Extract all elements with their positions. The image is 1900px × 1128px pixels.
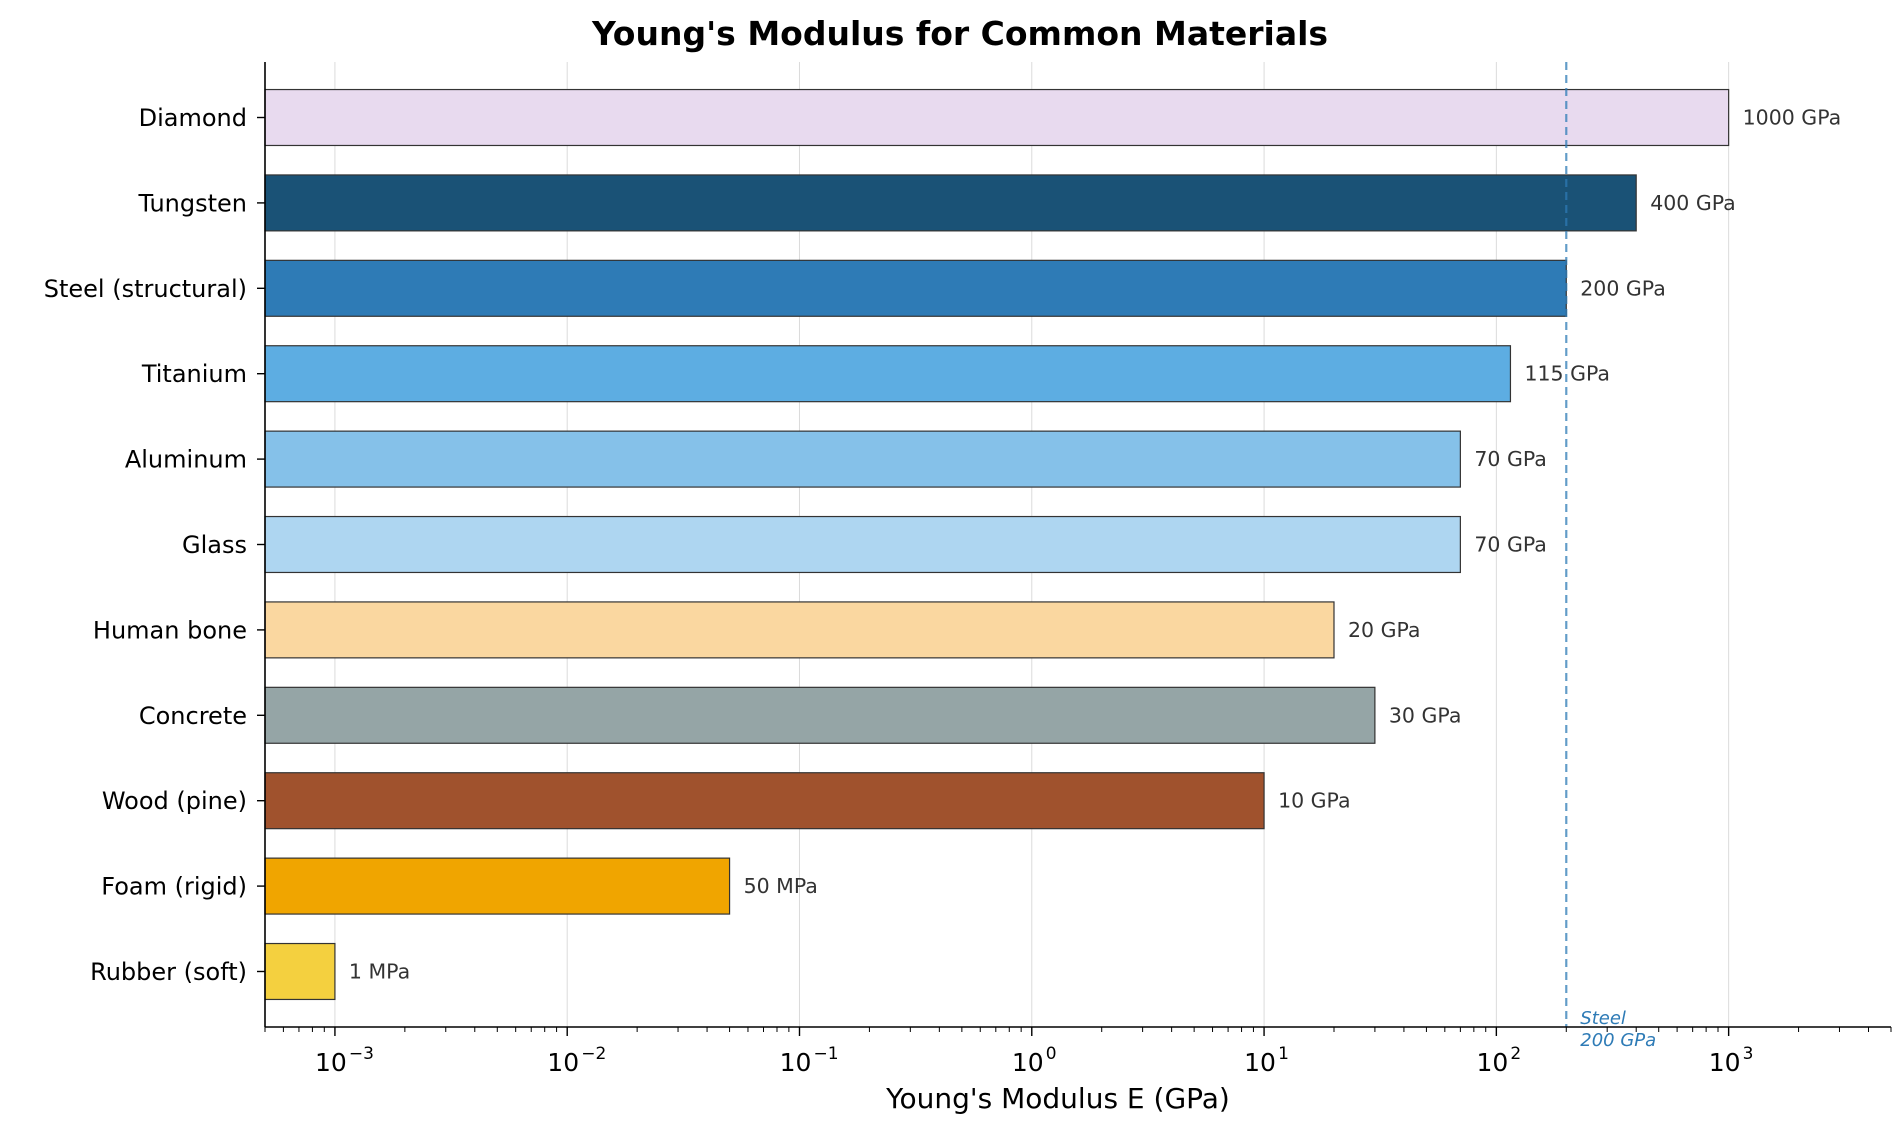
value-label-7: 30 GPa (1389, 703, 1462, 727)
chart-title: Young's Modulus for Common Materials (591, 14, 1328, 53)
value-label-6: 20 GPa (1348, 618, 1421, 642)
category-label-9: Foam (rigid) (101, 873, 247, 901)
bar-8 (264, 772, 1265, 830)
x-tick-exponent-4: 1 (1278, 1044, 1289, 1064)
bar-5 (264, 515, 1461, 574)
value-label-4: 70 GPa (1474, 447, 1547, 471)
value-label-9: 50 MPa (744, 874, 818, 898)
x-tick-label-2: 10 (780, 1048, 812, 1077)
bar-3 (264, 345, 1512, 403)
bar-4 (264, 430, 1461, 488)
x-tick-exponent-3: 0 (1046, 1044, 1057, 1064)
x-tick-label-3: 10 (1012, 1048, 1044, 1077)
category-label-6: Human bone (93, 616, 247, 644)
x-tick-exponent-6: 3 (1743, 1044, 1754, 1064)
x-tick-label-5: 10 (1476, 1048, 1508, 1077)
bar-6 (264, 601, 1335, 659)
x-tick-label-6: 10 (1709, 1048, 1741, 1077)
value-label-2: 200 GPa (1580, 276, 1666, 300)
bar-1 (264, 174, 1637, 232)
bar-7 (264, 686, 1376, 744)
category-label-1: Tungsten (137, 189, 247, 217)
x-axis-label: Young's Modulus E (GPa) (885, 1082, 1230, 1115)
x-tick-label-1: 10 (547, 1048, 579, 1077)
value-label-5: 70 GPa (1474, 533, 1547, 557)
value-label-1: 400 GPa (1650, 191, 1736, 215)
reference-label-line1: Steel (1580, 1008, 1626, 1029)
value-label-8: 10 GPa (1278, 789, 1351, 813)
x-tick-exponent-0: −3 (349, 1044, 374, 1064)
category-label-4: Aluminum (125, 446, 247, 474)
category-label-7: Concrete (139, 702, 247, 730)
category-label-3: Titanium (141, 360, 247, 388)
x-tick-label-0: 10 (315, 1048, 347, 1077)
value-label-10: 1 MPa (349, 959, 410, 983)
x-tick-exponent-5: 2 (1510, 1044, 1521, 1064)
x-tick-exponent-1: −2 (581, 1044, 606, 1064)
bar-2 (264, 259, 1567, 317)
bar-0 (264, 88, 1730, 147)
category-label-5: Glass (182, 531, 247, 559)
category-label-2: Steel (structural) (44, 275, 247, 303)
category-label-10: Rubber (soft) (90, 958, 247, 986)
x-tick-label-4: 10 (1244, 1048, 1276, 1077)
category-label-0: Diamond (139, 104, 247, 132)
bar-9 (264, 857, 731, 915)
reference-label-line2: 200 GPa (1580, 1030, 1656, 1051)
bar-10 (264, 942, 336, 1001)
value-label-0: 1000 GPa (1743, 106, 1842, 130)
category-label-8: Wood (pine) (102, 787, 247, 815)
x-tick-exponent-2: −1 (813, 1044, 838, 1064)
axis-layer: Diamond Tungsten Steel (structural) Titaniu… (44, 62, 1892, 1077)
